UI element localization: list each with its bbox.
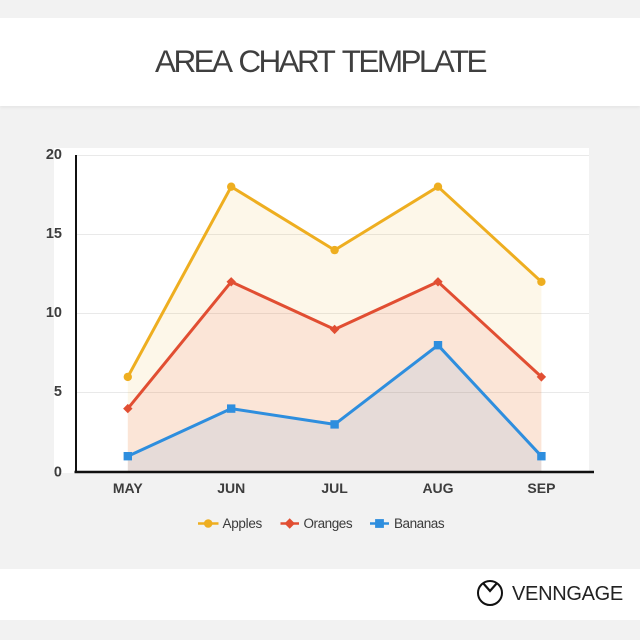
svg-text:Apples: Apples (223, 516, 263, 531)
svg-text:VENNGAGE: VENNGAGE (512, 583, 623, 605)
svg-text:Bananas: Bananas (394, 516, 445, 531)
svg-text:AUG: AUG (422, 480, 453, 496)
svg-text:JUL: JUL (321, 480, 348, 496)
svg-text:0: 0 (54, 465, 62, 481)
svg-text:MAY: MAY (113, 480, 143, 496)
svg-text:10: 10 (46, 305, 62, 321)
svg-text:15: 15 (46, 226, 62, 242)
svg-text:20: 20 (46, 147, 62, 163)
svg-text:5: 5 (54, 384, 62, 400)
svg-text:JUN: JUN (217, 480, 245, 496)
svg-text:SEP: SEP (527, 480, 555, 496)
svg-text:Oranges: Oranges (304, 516, 353, 531)
